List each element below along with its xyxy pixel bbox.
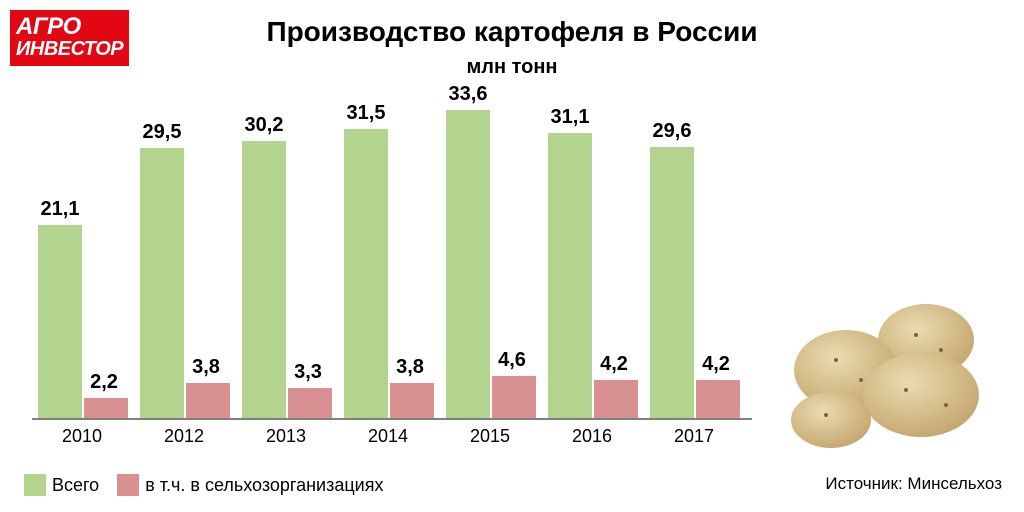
potatoes-illustration [776,280,996,450]
bar-org [390,383,434,418]
legend-swatch-org [117,474,139,496]
bar-org [696,380,740,419]
chart-source: Источник: Минсельхоз [825,474,1002,494]
bar-total [650,147,694,418]
x-tick-label: 2010 [36,426,128,447]
legend-item-org: в т.ч. в сельхозорганизациях [117,474,383,496]
bar-value-label: 3,8 [176,356,236,379]
bar-value-label: 3,8 [380,356,440,379]
x-tick-label: 2013 [240,426,332,447]
bar-value-label: 21,1 [30,198,90,221]
bar-value-label: 31,5 [336,102,396,125]
bar-org [186,383,230,418]
x-tick-label: 2017 [648,426,740,447]
legend-label-total: Всего [52,475,99,496]
bar-value-label: 2,2 [74,371,134,394]
bar-value-label: 29,6 [642,120,702,143]
bar-value-label: 4,6 [482,349,542,372]
x-axis-labels: 2010 2012 2013 2014 2015 2016 2017 [32,426,752,450]
bar-value-label: 31,1 [540,106,600,129]
chart-legend: Всего в т.ч. в сельхозорганизациях [24,474,383,496]
bar-org [84,398,128,418]
chart-title: Производство картофеля в России [0,16,1024,48]
bar-value-label: 4,2 [584,353,644,376]
bar-value-label: 33,6 [438,83,498,106]
legend-label-org: в т.ч. в сельхозорганизациях [145,475,383,496]
bar-chart: 21,12,229,53,830,23,331,53,833,64,631,14… [32,90,752,420]
x-tick-label: 2014 [342,426,434,447]
chart-subtitle: млн тонн [0,56,1024,79]
bar-org [288,388,332,418]
bar-value-label: 3,3 [278,361,338,384]
legend-item-total: Всего [24,474,99,496]
x-tick-label: 2015 [444,426,536,447]
bar-value-label: 4,2 [686,353,746,376]
legend-swatch-total [24,474,46,496]
x-tick-label: 2016 [546,426,638,447]
bar-value-label: 29,5 [132,121,192,144]
bar-value-label: 30,2 [234,114,294,137]
x-tick-label: 2012 [138,426,230,447]
bar-org [492,376,536,418]
bar-org [594,380,638,419]
